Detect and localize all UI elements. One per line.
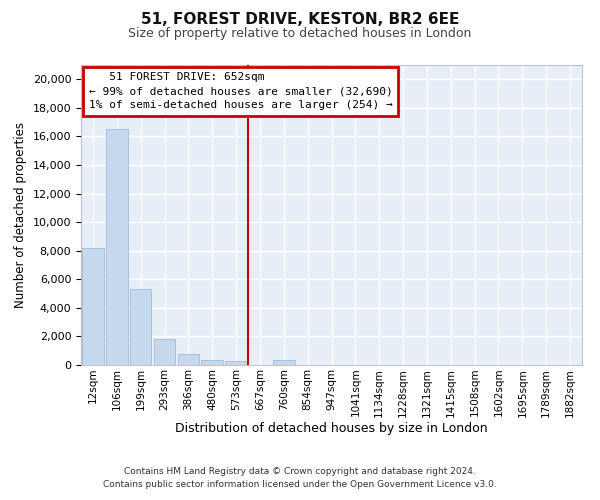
Text: 51 FOREST DRIVE: 652sqm   
← 99% of detached houses are smaller (32,690)
1% of s: 51 FOREST DRIVE: 652sqm ← 99% of detache… — [89, 72, 392, 110]
Text: Contains public sector information licensed under the Open Government Licence v3: Contains public sector information licen… — [103, 480, 497, 489]
Bar — [202, 360, 223, 365]
Y-axis label: Number of detached properties: Number of detached properties — [14, 122, 27, 308]
Bar — [106, 130, 128, 365]
Bar — [178, 354, 199, 365]
Text: Contains HM Land Registry data © Crown copyright and database right 2024.: Contains HM Land Registry data © Crown c… — [124, 467, 476, 476]
Text: Size of property relative to detached houses in London: Size of property relative to detached ho… — [128, 28, 472, 40]
Bar — [154, 338, 175, 365]
Bar — [82, 248, 104, 365]
Bar — [273, 360, 295, 365]
Bar — [130, 290, 151, 365]
X-axis label: Distribution of detached houses by size in London: Distribution of detached houses by size … — [175, 422, 488, 435]
Text: 51, FOREST DRIVE, KESTON, BR2 6EE: 51, FOREST DRIVE, KESTON, BR2 6EE — [141, 12, 459, 28]
Bar — [226, 362, 247, 365]
